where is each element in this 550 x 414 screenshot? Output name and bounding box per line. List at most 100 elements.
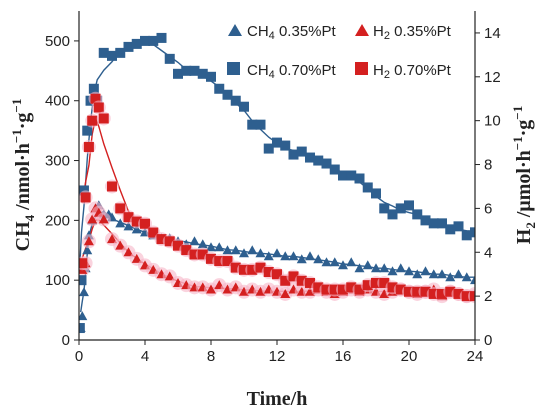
x-tick-label: 4	[141, 348, 149, 365]
point-ch4-0-70-pt	[437, 218, 447, 229]
point-h2-0-70-pt	[107, 181, 117, 192]
point-ch4-0-35-pt	[79, 287, 89, 297]
y-right-tick-label: 14	[484, 25, 501, 42]
point-h2-0-70-pt	[288, 271, 299, 282]
point-ch4-0-35-pt	[189, 236, 200, 246]
y-right-tick-label: 12	[484, 69, 501, 86]
point-ch4-0-70-pt	[82, 125, 93, 136]
point-ch4-0-70-pt	[313, 155, 324, 166]
point-ch4-0-70-pt	[255, 119, 266, 130]
point-ch4-0-35-pt	[461, 272, 472, 282]
point-h2-0-35-pt	[280, 288, 291, 298]
legend-label-h2-035: H2 0.35%Pt	[373, 23, 452, 42]
point-ch4-0-70-pt	[156, 32, 167, 43]
x-axis-title: Time/h	[247, 388, 308, 410]
point-h2-0-70-pt	[230, 262, 241, 273]
point-ch4-0-35-pt	[247, 245, 258, 255]
point-h2-0-70-pt	[453, 288, 464, 299]
point-ch4-0-70-pt	[371, 188, 381, 199]
point-h2-0-70-pt	[280, 275, 291, 286]
point-ch4-0-35-pt	[428, 269, 439, 279]
point-ch4-0-70-pt	[230, 95, 241, 106]
point-ch4-0-70-pt	[115, 47, 126, 58]
x-tick-label: 24	[467, 348, 484, 365]
point-ch4-0-70-pt	[239, 101, 249, 112]
point-ch4-0-35-pt	[470, 275, 475, 285]
point-ch4-0-35-pt	[288, 251, 299, 261]
point-ch4-0-35-pt	[305, 251, 315, 261]
y-left-tick-label: 0	[62, 332, 70, 349]
point-h2-0-70-pt	[305, 277, 315, 288]
point-ch4-0-35-pt	[321, 257, 332, 267]
point-ch4-0-70-pt	[79, 323, 85, 334]
point-h2-0-70-pt	[338, 284, 348, 295]
y-left-tick-label: 500	[45, 33, 70, 50]
point-ch4-0-70-pt	[181, 65, 192, 76]
x-tick-label: 20	[401, 348, 418, 365]
point-h2-0-70-pt	[255, 262, 266, 273]
legend: CH4 0.35%Pt H2 0.35%Pt CH4 0.70%Pt H2 0.…	[227, 23, 452, 81]
legend-marker-ch4-070	[227, 62, 240, 75]
point-h2-0-70-pt	[79, 258, 88, 269]
point-ch4-0-70-pt	[338, 170, 348, 181]
point-h2-0-70-pt	[362, 280, 373, 291]
point-ch4-0-70-pt	[280, 140, 291, 151]
point-ch4-0-35-pt	[354, 263, 365, 273]
point-h2-0-35-pt	[98, 214, 109, 224]
point-h2-0-35-pt	[123, 247, 134, 257]
point-ch4-0-35-pt	[313, 254, 324, 264]
point-ch4-0-35-pt	[222, 245, 233, 255]
point-ch4-0-70-pt	[272, 137, 282, 148]
y-right-tick-label: 8	[484, 157, 492, 174]
point-ch4-0-70-pt	[247, 119, 258, 130]
point-ch4-0-35-pt	[453, 269, 464, 279]
y-left-tick-label: 400	[45, 93, 70, 110]
point-ch4-0-70-pt	[354, 173, 365, 184]
point-ch4-0-35-pt	[329, 257, 340, 267]
point-h2-0-70-pt	[80, 192, 91, 203]
point-ch4-0-35-pt	[79, 311, 88, 321]
point-h2-0-70-pt	[321, 284, 332, 295]
point-h2-0-35-pt	[107, 234, 117, 244]
point-ch4-0-35-pt	[272, 248, 282, 258]
y-right-tick-label: 2	[484, 288, 492, 305]
point-ch4-0-35-pt	[263, 251, 274, 261]
point-ch4-0-70-pt	[222, 89, 233, 100]
legend-marker-h2-035	[355, 24, 369, 36]
point-h2-0-35-pt	[131, 253, 142, 263]
point-ch4-0-70-pt	[206, 71, 216, 82]
point-ch4-0-70-pt	[412, 209, 423, 220]
legend-label-h2-070: H2 0.70%Pt	[373, 62, 452, 81]
point-h2-0-70-pt	[470, 291, 475, 302]
point-ch4-0-35-pt	[362, 260, 373, 270]
point-ch4-0-35-pt	[296, 254, 307, 264]
point-ch4-0-35-pt	[412, 269, 423, 279]
point-h2-0-70-pt	[313, 282, 324, 293]
point-ch4-0-70-pt	[428, 218, 439, 229]
point-ch4-0-35-pt	[387, 266, 398, 276]
point-ch4-0-35-pt	[338, 260, 348, 270]
point-ch4-0-35-pt	[82, 245, 93, 255]
point-ch4-0-70-pt	[79, 185, 89, 196]
legend-marker-h2-070	[355, 62, 368, 75]
point-ch4-0-70-pt	[453, 221, 464, 232]
point-h2-0-70-pt	[371, 277, 381, 288]
point-h2-0-35-pt	[115, 240, 126, 250]
point-h2-0-70-pt	[164, 236, 175, 247]
point-ch4-0-70-pt	[263, 143, 274, 154]
point-h2-0-70-pt	[247, 264, 258, 275]
point-h2-0-70-pt	[156, 234, 167, 245]
point-ch4-0-70-pt	[197, 68, 208, 79]
point-ch4-0-35-pt	[379, 263, 390, 273]
point-ch4-0-35-pt	[230, 245, 241, 255]
point-ch4-0-35-pt	[214, 242, 225, 252]
point-ch4-0-70-pt	[395, 203, 406, 214]
legend-label-ch4-035: CH4 0.35%Pt	[247, 23, 337, 42]
point-h2-0-70-pt	[90, 93, 101, 104]
point-h2-0-70-pt	[428, 288, 439, 299]
x-tick-label: 16	[335, 348, 352, 365]
point-h2-0-70-pt	[140, 218, 150, 229]
point-h2-0-70-pt	[87, 115, 98, 126]
point-ch4-0-70-pt	[288, 149, 299, 160]
